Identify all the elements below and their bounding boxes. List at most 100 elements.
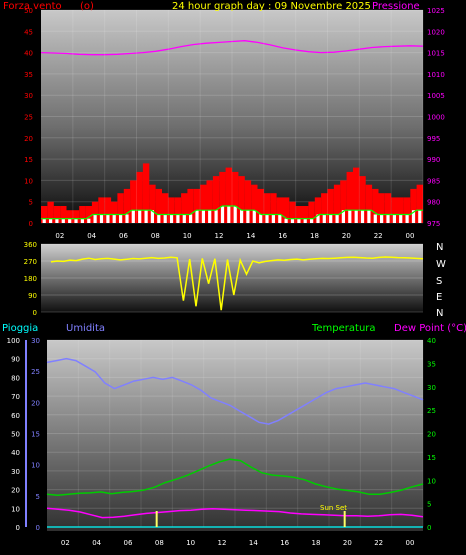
- wind-avg-bar: [227, 206, 231, 223]
- pressure-tick-label: 1010: [427, 71, 445, 79]
- wind-avg-bar: [360, 210, 365, 223]
- wind-avg-bar: [74, 218, 78, 223]
- wind-bar: [174, 197, 182, 223]
- wind-bar: [397, 197, 404, 223]
- wind-bar: [85, 206, 92, 223]
- wind-bar: [187, 188, 194, 223]
- wind-avg-bar: [144, 210, 148, 223]
- pressure-line: [40, 40, 424, 56]
- wind-avg-bar: [99, 214, 104, 223]
- pressure-tick-label: 1005: [427, 92, 445, 100]
- wind-bar: [302, 206, 309, 223]
- wind-bar: [181, 193, 188, 223]
- wind-avg-bar: [214, 210, 218, 223]
- rain-tick-label: 60: [11, 412, 20, 420]
- wind-bar: [123, 188, 131, 223]
- wind-avg-bar: [201, 210, 205, 223]
- wind-avg-bar: [392, 214, 396, 223]
- wind-tick-label: 45: [24, 28, 33, 36]
- wind-x-tick-label: 20: [342, 232, 351, 240]
- wind-bar: [168, 197, 175, 223]
- wind-avg-bar: [182, 214, 186, 223]
- panel-direction-bg: [41, 244, 423, 312]
- wind-tick-label: 40: [24, 50, 33, 58]
- compass-n-top: N: [436, 242, 443, 253]
- wind-bar: [333, 184, 341, 223]
- wind-bar: [117, 193, 124, 223]
- wind-bar: [155, 188, 162, 223]
- pressure-tick-label: 975: [427, 220, 440, 228]
- wind-avg-bar: [49, 218, 53, 223]
- wind-avg-bar: [150, 210, 154, 223]
- wind-bar: [238, 176, 245, 223]
- wind-bar: [206, 180, 213, 223]
- direction-tick-label: 90: [28, 292, 37, 300]
- wind-avg-bar: [252, 210, 256, 223]
- humidity-axis-title: Umidita: [66, 323, 105, 334]
- wind-avg-bar: [284, 218, 288, 223]
- pressure-tick-label: 1000: [427, 114, 445, 122]
- wind-bar: [60, 206, 67, 223]
- wind-bar: [53, 206, 61, 223]
- temperature-line: [46, 458, 424, 496]
- wind-avg-bar: [246, 210, 250, 223]
- wind-bar: [200, 184, 207, 223]
- wind-bar: [251, 184, 258, 223]
- wind-avg-bar: [157, 214, 161, 223]
- wind-avg-bar: [303, 218, 307, 223]
- wind-avg-bar: [271, 214, 275, 223]
- pressure-axis-title: Pressione: [372, 1, 420, 12]
- wind-avg-bar: [189, 214, 193, 223]
- wind-avg-bar: [138, 210, 142, 223]
- wind-bar: [365, 184, 373, 223]
- wind-bar: [282, 197, 290, 223]
- wind-bar: [384, 193, 392, 223]
- humidity-line: [46, 357, 424, 425]
- direction-tick-label: 270: [24, 258, 37, 266]
- temperature-tick-label: 0: [427, 524, 431, 532]
- wind-avg-bar: [233, 206, 237, 223]
- wind-bar: [225, 167, 232, 223]
- pressure-tick-label: 1025: [427, 7, 445, 15]
- wind-x-tick-label: 00: [406, 232, 415, 240]
- wind-axis-unit: (o): [80, 1, 94, 12]
- wind-avg-bar: [329, 214, 333, 223]
- wind-avg-bar: [316, 214, 320, 223]
- humidity-tick-label: 10: [31, 462, 40, 470]
- temperature-tick-label: 15: [427, 454, 436, 462]
- wind-tick-label: 30: [24, 92, 33, 100]
- wind-tick-label: 20: [24, 135, 33, 143]
- humidity-tick-label: 15: [31, 431, 40, 439]
- wind-x-tick-label: 06: [119, 232, 128, 240]
- temperature-tick-label: 25: [427, 407, 436, 415]
- wind-bar: [142, 163, 150, 223]
- wind-avg-bar: [405, 214, 409, 223]
- wind-x-tick-label: 04: [87, 232, 96, 240]
- wind-x-tick-label: 18: [310, 232, 319, 240]
- wind-avg-bar: [176, 214, 180, 223]
- wind-bar: [391, 197, 398, 223]
- wind-axis-title: Forza vento: [3, 1, 62, 12]
- chart-title: 24 hour graph day : 09 Novembre 2025: [172, 1, 371, 12]
- rain-tick-label: 50: [11, 431, 20, 439]
- wind-avg-bar: [106, 214, 110, 223]
- wind-bar: [104, 197, 112, 223]
- dewpoint-axis-title: Dew Point (°C): [394, 323, 466, 334]
- wind-bar: [346, 171, 353, 223]
- wind-bar: [340, 180, 347, 223]
- wind-avg-bar: [125, 214, 129, 223]
- wind-avg-bar: [322, 214, 326, 223]
- wind-avg-bar: [348, 210, 352, 223]
- wind-avg-bar: [208, 210, 212, 223]
- wind-avg-bar: [265, 214, 269, 223]
- dewpoint-line: [46, 507, 424, 519]
- pressure-tick-label: 980: [427, 199, 440, 207]
- wind-avg-bar: [169, 214, 174, 223]
- wind-tick-label: 10: [24, 177, 33, 185]
- temperature-tick-label: 40: [427, 337, 436, 345]
- direction-tick-label: 0: [33, 309, 37, 317]
- temp-x-tick-label: 14: [249, 539, 258, 547]
- wind-tick-label: 50: [24, 7, 33, 15]
- wind-bar: [276, 197, 283, 223]
- temperature-axis-title: Temperatura: [311, 323, 376, 334]
